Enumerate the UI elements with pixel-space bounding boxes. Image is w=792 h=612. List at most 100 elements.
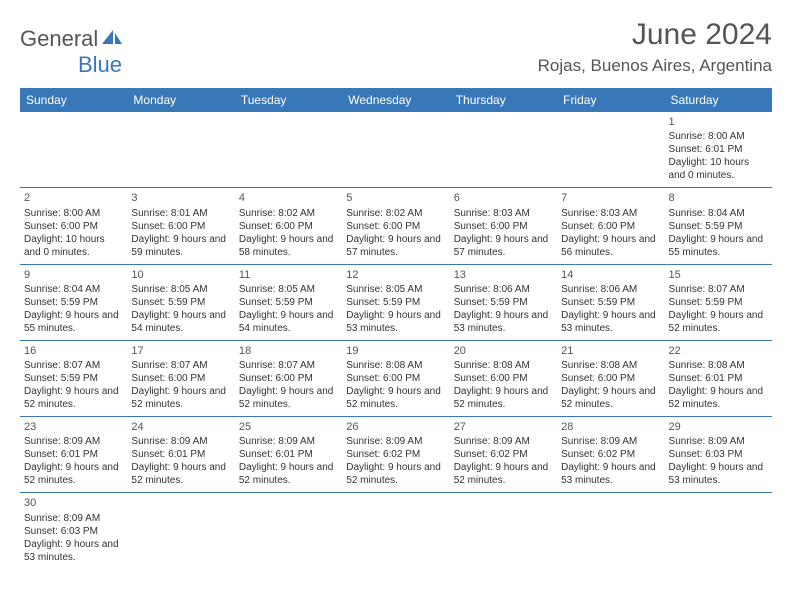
weekday-header: Thursday: [450, 88, 557, 112]
day-info: Sunrise: 8:03 AMSunset: 6:00 PMDaylight:…: [454, 207, 553, 259]
day-info: Sunrise: 8:00 AMSunset: 6:01 PMDaylight:…: [669, 130, 768, 182]
day-number: 23: [24, 420, 123, 434]
day-info: Sunrise: 8:06 AMSunset: 5:59 PMDaylight:…: [561, 283, 660, 335]
weekday-header-row: SundayMondayTuesdayWednesdayThursdayFrid…: [20, 88, 772, 112]
calendar-week-row: 1Sunrise: 8:00 AMSunset: 6:01 PMDaylight…: [20, 112, 772, 188]
day-info: Sunrise: 8:09 AMSunset: 6:03 PMDaylight:…: [669, 435, 768, 487]
day-number: 28: [561, 420, 660, 434]
day-info: Sunrise: 8:07 AMSunset: 6:00 PMDaylight:…: [131, 359, 230, 411]
calendar-day-cell: 26Sunrise: 8:09 AMSunset: 6:02 PMDayligh…: [342, 417, 449, 493]
calendar-day-cell: 1Sunrise: 8:00 AMSunset: 6:01 PMDaylight…: [665, 112, 772, 188]
day-number: 13: [454, 268, 553, 282]
calendar-week-row: 23Sunrise: 8:09 AMSunset: 6:01 PMDayligh…: [20, 417, 772, 493]
calendar-empty-cell: [342, 112, 449, 188]
day-info: Sunrise: 8:07 AMSunset: 5:59 PMDaylight:…: [24, 359, 123, 411]
day-number: 25: [239, 420, 338, 434]
day-info: Sunrise: 8:08 AMSunset: 6:00 PMDaylight:…: [346, 359, 445, 411]
calendar-day-cell: 18Sunrise: 8:07 AMSunset: 6:00 PMDayligh…: [235, 340, 342, 416]
calendar-day-cell: 25Sunrise: 8:09 AMSunset: 6:01 PMDayligh…: [235, 417, 342, 493]
day-number: 24: [131, 420, 230, 434]
calendar-empty-cell: [235, 112, 342, 188]
calendar-day-cell: 9Sunrise: 8:04 AMSunset: 5:59 PMDaylight…: [20, 264, 127, 340]
day-info: Sunrise: 8:06 AMSunset: 5:59 PMDaylight:…: [454, 283, 553, 335]
day-number: 5: [346, 191, 445, 205]
calendar-day-cell: 17Sunrise: 8:07 AMSunset: 6:00 PMDayligh…: [127, 340, 234, 416]
calendar-day-cell: 2Sunrise: 8:00 AMSunset: 6:00 PMDaylight…: [20, 188, 127, 264]
day-number: 15: [669, 268, 768, 282]
day-info: Sunrise: 8:02 AMSunset: 6:00 PMDaylight:…: [239, 207, 338, 259]
day-number: 20: [454, 344, 553, 358]
day-number: 21: [561, 344, 660, 358]
day-info: Sunrise: 8:09 AMSunset: 6:01 PMDaylight:…: [24, 435, 123, 487]
calendar-day-cell: 5 Sunrise: 8:02 AMSunset: 6:00 PMDaylight…: [342, 188, 449, 264]
calendar-day-cell: 12Sunrise: 8:05 AMSunset: 5:59 PMDayligh…: [342, 264, 449, 340]
calendar-day-cell: 4 Sunrise: 8:02 AMSunset: 6:00 PMDaylight…: [235, 188, 342, 264]
calendar-empty-cell: [665, 493, 772, 569]
calendar-empty-cell: [235, 493, 342, 569]
day-info: Sunrise: 8:05 AMSunset: 5:59 PMDaylight:…: [346, 283, 445, 335]
calendar-day-cell: 15Sunrise: 8:07 AMSunset: 5:59 PMDayligh…: [665, 264, 772, 340]
calendar-day-cell: 27Sunrise: 8:09 AMSunset: 6:02 PMDayligh…: [450, 417, 557, 493]
logo: GeneralBlue: [20, 26, 124, 78]
month-title: June 2024: [538, 18, 772, 52]
day-info: Sunrise: 8:09 AMSunset: 6:02 PMDaylight:…: [561, 435, 660, 487]
calendar-table: SundayMondayTuesdayWednesdayThursdayFrid…: [20, 88, 772, 569]
calendar-day-cell: 19Sunrise: 8:08 AMSunset: 6:00 PMDayligh…: [342, 340, 449, 416]
day-info: Sunrise: 8:02 AMSunset: 6:00 PMDaylight:…: [346, 207, 445, 259]
calendar-empty-cell: [127, 112, 234, 188]
calendar-day-cell: 3 Sunrise: 8:01 AMSunset: 6:00 PMDaylight…: [127, 188, 234, 264]
day-info: Sunrise: 8:09 AMSunset: 6:03 PMDaylight:…: [24, 512, 123, 564]
day-number: 9: [24, 268, 123, 282]
day-number: 26: [346, 420, 445, 434]
calendar-empty-cell: [557, 493, 664, 569]
weekday-header: Saturday: [665, 88, 772, 112]
calendar-empty-cell: [450, 112, 557, 188]
calendar-day-cell: 13Sunrise: 8:06 AMSunset: 5:59 PMDayligh…: [450, 264, 557, 340]
calendar-day-cell: 6 Sunrise: 8:03 AMSunset: 6:00 PMDaylight…: [450, 188, 557, 264]
weekday-header: Sunday: [20, 88, 127, 112]
day-number: 6: [454, 191, 553, 205]
logo-text: GeneralBlue: [20, 26, 124, 78]
calendar-day-cell: 21Sunrise: 8:08 AMSunset: 6:00 PMDayligh…: [557, 340, 664, 416]
day-number: 19: [346, 344, 445, 358]
calendar-week-row: 30 Sunrise: 8:09 AMSunset: 6:03 PMDayligh…: [20, 493, 772, 569]
day-info: Sunrise: 8:04 AMSunset: 5:59 PMDaylight:…: [24, 283, 123, 335]
calendar-day-cell: 14Sunrise: 8:06 AMSunset: 5:59 PMDayligh…: [557, 264, 664, 340]
day-number: 3: [131, 191, 230, 205]
day-number: 4: [239, 191, 338, 205]
day-number: 22: [669, 344, 768, 358]
day-info: Sunrise: 8:08 AMSunset: 6:00 PMDaylight:…: [454, 359, 553, 411]
calendar-day-cell: 23Sunrise: 8:09 AMSunset: 6:01 PMDayligh…: [20, 417, 127, 493]
day-number: 8: [669, 191, 768, 205]
calendar-empty-cell: [127, 493, 234, 569]
calendar-day-cell: 20Sunrise: 8:08 AMSunset: 6:00 PMDayligh…: [450, 340, 557, 416]
day-number: 10: [131, 268, 230, 282]
day-number: 29: [669, 420, 768, 434]
day-number: 16: [24, 344, 123, 358]
day-number: 7: [561, 191, 660, 205]
day-number: 2: [24, 191, 123, 205]
calendar-week-row: 2Sunrise: 8:00 AMSunset: 6:00 PMDaylight…: [20, 188, 772, 264]
day-info: Sunrise: 8:08 AMSunset: 6:01 PMDaylight:…: [669, 359, 768, 411]
day-number: 11: [239, 268, 338, 282]
day-number: 27: [454, 420, 553, 434]
weekday-header: Monday: [127, 88, 234, 112]
day-info: Sunrise: 8:09 AMSunset: 6:02 PMDaylight:…: [454, 435, 553, 487]
day-number: 12: [346, 268, 445, 282]
calendar-day-cell: 29Sunrise: 8:09 AMSunset: 6:03 PMDayligh…: [665, 417, 772, 493]
day-info: Sunrise: 8:09 AMSunset: 6:01 PMDaylight:…: [131, 435, 230, 487]
logo-text-blue: Blue: [78, 52, 122, 77]
day-number: 30: [24, 496, 123, 510]
day-info: Sunrise: 8:04 AMSunset: 5:59 PMDaylight:…: [669, 207, 768, 259]
day-info: Sunrise: 8:05 AMSunset: 5:59 PMDaylight:…: [239, 283, 338, 335]
day-info: Sunrise: 8:09 AMSunset: 6:01 PMDaylight:…: [239, 435, 338, 487]
day-info: Sunrise: 8:05 AMSunset: 5:59 PMDaylight:…: [131, 283, 230, 335]
header: GeneralBlue June 2024 Rojas, Buenos Aire…: [20, 18, 772, 78]
calendar-day-cell: 24Sunrise: 8:09 AMSunset: 6:01 PMDayligh…: [127, 417, 234, 493]
day-info: Sunrise: 8:01 AMSunset: 6:00 PMDaylight:…: [131, 207, 230, 259]
day-number: 14: [561, 268, 660, 282]
calendar-week-row: 9Sunrise: 8:04 AMSunset: 5:59 PMDaylight…: [20, 264, 772, 340]
day-info: Sunrise: 8:03 AMSunset: 6:00 PMDaylight:…: [561, 207, 660, 259]
calendar-day-cell: 8 Sunrise: 8:04 AMSunset: 5:59 PMDaylight…: [665, 188, 772, 264]
calendar-day-cell: 22Sunrise: 8:08 AMSunset: 6:01 PMDayligh…: [665, 340, 772, 416]
